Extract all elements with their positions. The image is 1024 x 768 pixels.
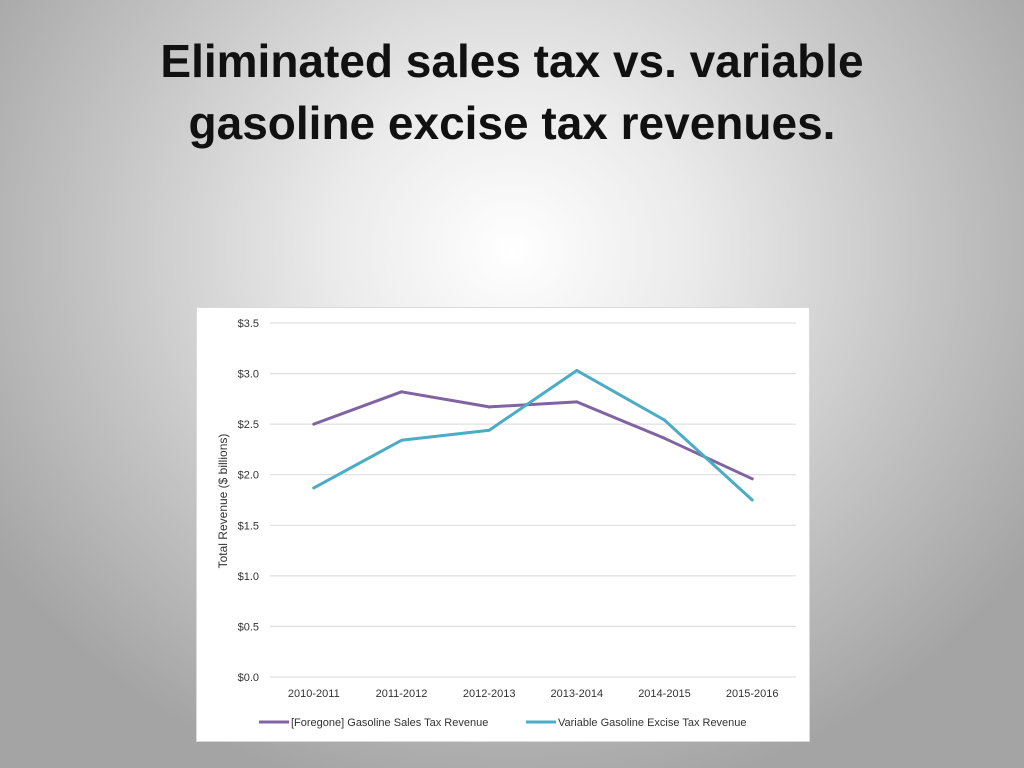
x-tick-label: 2012-2013 bbox=[463, 688, 516, 700]
x-tick-label: 2015-2016 bbox=[726, 688, 779, 700]
y-tick-label: $1.0 bbox=[238, 571, 259, 583]
legend: [Foregone] Gasoline Sales Tax Revenue Var… bbox=[259, 717, 747, 729]
y-tick-label: $3.0 bbox=[238, 369, 259, 381]
series-lines bbox=[312, 369, 754, 502]
data-point bbox=[663, 418, 666, 422]
line-chart: $0.0 $0.5 $1.0 $1.5 $2.0 $2.5 $3.0 $3.5 2010-20… bbox=[216, 318, 796, 729]
x-tick-label: 2010-2011 bbox=[288, 688, 340, 700]
y-tick-label: $2.5 bbox=[238, 419, 259, 431]
slide-title-line-1: Eliminated sales tax vs. variable bbox=[160, 35, 864, 87]
x-tick-label: 2013-2014 bbox=[551, 688, 604, 700]
data-point bbox=[750, 477, 754, 481]
data-point bbox=[663, 436, 666, 440]
data-point bbox=[400, 390, 403, 394]
series-line-2 bbox=[312, 369, 754, 502]
legend-label: Variable Gasoline Excise Tax Revenue bbox=[558, 717, 747, 729]
data-point bbox=[575, 369, 579, 373]
y-tick-label: $0.5 bbox=[238, 621, 259, 633]
data-point bbox=[312, 422, 316, 426]
chart-panel: $0.0 $0.5 $1.0 $1.5 $2.0 $2.5 $3.0 $3.5 2010-20… bbox=[196, 307, 810, 742]
x-axis-ticks: 2010-2011 2011-2012 2012-2013 2013-2014 2014… bbox=[288, 688, 779, 700]
data-point bbox=[312, 486, 316, 490]
data-point bbox=[575, 400, 579, 404]
y-axis-ticks: $0.0 $0.5 $1.0 $1.5 $2.0 $2.5 $3.0 $3.5 bbox=[238, 318, 259, 684]
slide-title: Eliminated sales tax vs. variable gasoli… bbox=[0, 30, 1024, 154]
data-point bbox=[750, 498, 754, 502]
data-point bbox=[487, 405, 491, 409]
y-axis-label: Total Revenue ($ billions) bbox=[216, 434, 230, 569]
series-line-1 bbox=[312, 390, 754, 481]
x-tick-label: 2014-2015 bbox=[638, 688, 691, 700]
y-tick-label: $3.5 bbox=[238, 318, 259, 330]
legend-label: [Foregone] Gasoline Sales Tax Revenue bbox=[291, 717, 488, 729]
y-tick-label: $1.5 bbox=[238, 520, 259, 532]
data-point bbox=[487, 428, 491, 432]
slide-title-line-2: gasoline excise tax revenues. bbox=[188, 97, 836, 149]
y-tick-label: $0.0 bbox=[238, 672, 259, 684]
x-tick-label: 2011-2012 bbox=[376, 688, 428, 700]
y-tick-label: $2.0 bbox=[238, 470, 259, 482]
data-point bbox=[400, 438, 403, 442]
gridlines bbox=[270, 322, 796, 678]
